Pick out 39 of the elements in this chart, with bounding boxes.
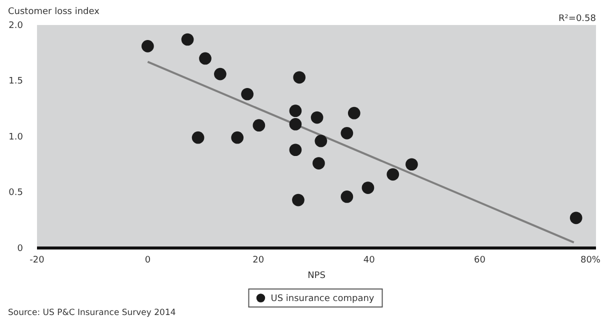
x-tick-label: 20 xyxy=(252,255,264,266)
x-tick-label: 40 xyxy=(363,255,376,266)
point xyxy=(181,33,194,46)
point xyxy=(241,88,254,100)
x-tick-label: 80% xyxy=(580,255,601,266)
point xyxy=(406,158,418,171)
x-axis-title: NPS xyxy=(308,271,326,281)
point xyxy=(312,157,325,170)
x-tick-label: 60 xyxy=(474,255,486,266)
point xyxy=(192,131,204,144)
point xyxy=(310,111,324,124)
point xyxy=(292,194,304,206)
y-tick-label: 0.5 xyxy=(8,188,23,198)
point xyxy=(314,134,328,148)
point xyxy=(142,40,154,52)
x-tick-label: 0 xyxy=(144,255,151,266)
text: R²=0.58 xyxy=(558,14,596,24)
source-note: Source: US P&C Insurance Survey 2014 xyxy=(8,308,176,318)
point xyxy=(199,52,212,65)
point xyxy=(289,118,302,130)
point xyxy=(348,106,360,120)
y-tick-label: 1.5 xyxy=(8,76,23,87)
point xyxy=(340,190,354,203)
point xyxy=(570,212,582,224)
y-tick-label: 0 xyxy=(17,244,24,254)
x-tick-label: -20 xyxy=(30,255,45,266)
y-tick-label: 2.0 xyxy=(8,20,24,31)
point xyxy=(386,168,400,181)
point xyxy=(289,144,302,156)
point xyxy=(214,68,226,80)
point xyxy=(340,126,354,140)
y-axis-title: Customer loss index xyxy=(8,7,100,17)
point xyxy=(231,131,244,144)
legend-label: US insurance company xyxy=(270,294,375,304)
y-tick-label: 1.0 xyxy=(8,132,24,142)
point xyxy=(252,119,266,132)
point xyxy=(293,71,306,84)
point xyxy=(362,182,374,194)
point xyxy=(289,104,302,118)
